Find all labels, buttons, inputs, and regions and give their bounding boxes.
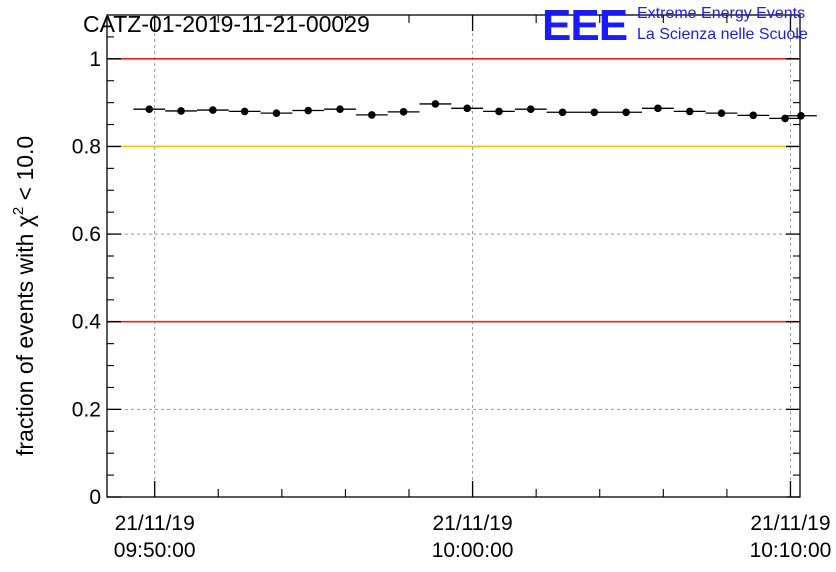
y-tick-label: 0 xyxy=(89,486,101,509)
x-tick-time: 10:00:00 xyxy=(432,539,514,562)
y-tick-label: 0.4 xyxy=(72,311,102,334)
data-point xyxy=(654,104,662,113)
x-tick-date: 21/11/19 xyxy=(750,512,830,535)
data-point xyxy=(177,107,185,115)
x-tick-time: 09:50:00 xyxy=(114,539,196,562)
y-tick-label: 0.6 xyxy=(72,223,101,246)
data-point xyxy=(304,106,313,115)
data-point xyxy=(558,108,567,117)
reference-lines xyxy=(107,58,800,323)
y-tick-label: 0.2 xyxy=(72,398,101,421)
data-point xyxy=(463,104,471,113)
data-point xyxy=(209,106,217,114)
logo-line-1: Extreme Energy Events xyxy=(637,5,805,22)
logo-line-2: La Scienza nelle Scuole xyxy=(637,26,808,43)
data-point xyxy=(526,105,535,114)
data-point xyxy=(368,111,376,119)
axis-ticks: 0 0.2 0.4 0.6 0.8 1 21/11/19 09:50:00 21/11/19 10… xyxy=(72,15,832,562)
data-point xyxy=(272,109,281,117)
data-point xyxy=(431,100,440,108)
data-point xyxy=(495,107,503,116)
data-point xyxy=(749,111,758,120)
data-point xyxy=(240,107,249,116)
data-point xyxy=(685,107,694,116)
data-point xyxy=(399,108,408,116)
data-point xyxy=(781,114,789,123)
x-tick-date: 21/11/19 xyxy=(432,512,512,535)
plot-frame xyxy=(106,14,801,498)
x-tick-date: 21/11/19 xyxy=(115,512,195,535)
y-tick-label: 1 xyxy=(89,48,101,71)
y-tick-label: 0.8 xyxy=(72,135,101,158)
data-point xyxy=(717,109,726,117)
chart-title: CATZ-01-2019-11-21-00029 xyxy=(83,11,370,37)
y-axis-label: fraction of events with χ2 < 10.0 xyxy=(10,136,38,456)
y-axis-label-suffix: < 10.0 xyxy=(12,136,38,207)
data-point xyxy=(590,108,599,117)
data-points xyxy=(133,100,817,123)
data-point xyxy=(622,108,630,117)
y-axis-label-prefix: fraction of events with χ xyxy=(12,215,38,456)
data-point xyxy=(797,111,805,120)
eee-logo: EEE Extreme Energy Events La Scienza nel… xyxy=(542,1,808,50)
data-point xyxy=(336,105,344,114)
logo-mark: EEE xyxy=(542,1,627,50)
data-point xyxy=(145,105,154,114)
x-tick-time: 10:10:00 xyxy=(750,539,832,562)
grid-layer xyxy=(107,15,800,497)
y-axis-label-superscript: 2 xyxy=(10,207,27,215)
